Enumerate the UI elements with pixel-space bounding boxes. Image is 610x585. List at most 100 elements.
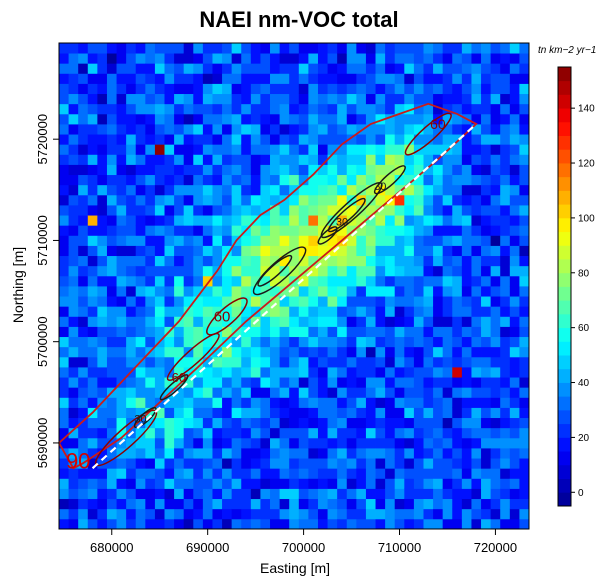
grid-cell — [423, 296, 434, 307]
grid-cell — [423, 134, 434, 145]
grid-cell — [519, 215, 530, 226]
grid-cell — [145, 113, 156, 125]
grid-cell — [394, 73, 405, 84]
grid-cell — [106, 154, 117, 165]
grid-cell — [241, 275, 252, 287]
grid-cell — [423, 518, 434, 530]
grid-cell — [145, 407, 156, 419]
grid-cell — [231, 43, 242, 54]
grid-cell — [519, 397, 530, 408]
grid-cell — [423, 387, 434, 398]
grid-cell — [490, 417, 501, 429]
grid-cell — [481, 316, 492, 327]
grid-cell — [500, 53, 511, 64]
grid-cell — [375, 215, 386, 226]
grid-cell — [78, 144, 89, 155]
grid-cell — [471, 316, 482, 327]
grid-cell — [116, 164, 127, 176]
grid-cell — [212, 235, 223, 246]
grid-cell — [404, 184, 415, 196]
grid-cell — [500, 265, 511, 277]
grid-cell — [250, 377, 261, 388]
grid-cell — [164, 397, 175, 408]
grid-cell — [385, 184, 396, 196]
grid-cell — [250, 336, 261, 348]
grid-cell — [270, 356, 281, 368]
grid-cell — [78, 275, 89, 287]
grid-cell — [126, 437, 137, 449]
grid-cell — [365, 255, 376, 267]
grid-cell — [260, 225, 271, 236]
grid-cell — [202, 316, 213, 327]
grid-cell — [471, 113, 482, 125]
grid-cell — [135, 458, 146, 469]
grid-cell — [442, 275, 453, 287]
grid-cell — [106, 93, 117, 105]
grid-cell — [346, 488, 357, 500]
grid-cell — [279, 43, 290, 54]
grid-cell — [337, 346, 348, 358]
grid-cell — [126, 235, 137, 246]
grid-cell — [154, 437, 165, 449]
grid-cell — [231, 377, 242, 388]
grid-cell — [154, 174, 165, 186]
grid-cell — [231, 194, 242, 206]
grid-cell — [174, 154, 185, 165]
grid-cell — [250, 164, 261, 176]
grid-cell — [241, 83, 252, 95]
grid-cell — [279, 508, 290, 520]
grid-cell — [337, 275, 348, 287]
grid-cell — [452, 103, 463, 115]
grid-cell — [337, 437, 348, 449]
grid-cell — [452, 275, 463, 287]
grid-cell — [298, 144, 309, 155]
grid-cell — [394, 225, 405, 236]
grid-cell — [519, 346, 530, 358]
grid-cell — [298, 518, 309, 530]
grid-cell — [423, 144, 434, 155]
contour-label: 30 — [134, 414, 146, 426]
grid-cell — [317, 113, 328, 125]
grid-cell — [490, 367, 501, 378]
grid-cell — [193, 245, 204, 257]
grid-cell — [193, 478, 204, 489]
grid-cell — [375, 448, 386, 459]
grid-cell — [375, 255, 386, 267]
grid-cell — [490, 205, 501, 216]
grid-cell — [509, 356, 520, 368]
grid-cell — [452, 296, 463, 307]
grid-cell — [442, 296, 453, 307]
grid-cell — [298, 306, 309, 317]
grid-cell — [250, 154, 261, 165]
grid-cell — [365, 458, 376, 469]
grid-cell — [78, 93, 89, 105]
grid-cell — [394, 306, 405, 317]
grid-cell — [174, 417, 185, 429]
grid-cell — [365, 508, 376, 520]
grid-cell — [59, 154, 69, 165]
grid-cell — [327, 326, 338, 338]
grid-cell — [174, 468, 185, 479]
grid-cell — [404, 43, 415, 54]
grid-cell — [260, 124, 271, 135]
grid-cell — [356, 427, 367, 439]
grid-cell — [509, 498, 520, 510]
grid-cell — [394, 235, 405, 246]
grid-cell — [308, 93, 319, 105]
grid-cell — [78, 468, 89, 479]
grid-cell — [394, 346, 405, 358]
grid-cell — [116, 83, 127, 95]
grid-cell — [154, 73, 165, 84]
grid-cell — [423, 194, 434, 206]
grid-cell — [442, 235, 453, 246]
grid-cell — [442, 377, 453, 388]
grid-cell — [164, 184, 175, 196]
grid-cell — [87, 397, 98, 408]
grid-cell — [442, 518, 453, 530]
grid-cell — [87, 306, 98, 317]
grid-cell — [78, 83, 89, 95]
grid-cell — [308, 43, 319, 54]
grid-cell — [87, 205, 98, 216]
grid-cell — [317, 488, 328, 500]
